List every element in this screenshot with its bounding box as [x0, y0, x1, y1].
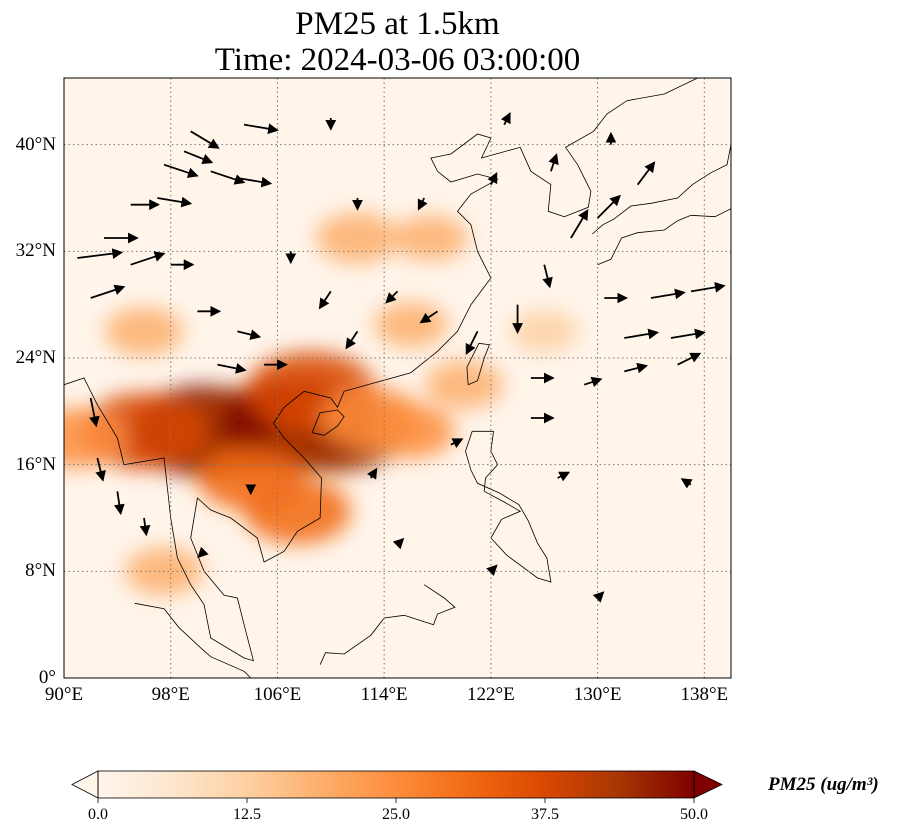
pm25-hotspot — [104, 307, 184, 356]
coastline — [311, 409, 345, 436]
wind-arrow — [500, 112, 511, 126]
longitude-label: 90°E — [44, 684, 84, 705]
coastline — [319, 584, 456, 665]
pm25-hotspot — [244, 478, 351, 545]
wind-arrow — [650, 288, 686, 300]
wind-arrow — [366, 467, 378, 480]
wind-arrow — [163, 163, 199, 178]
wind-arrow — [139, 517, 151, 537]
wind-arrow — [624, 362, 649, 374]
wind-arrow — [450, 438, 464, 449]
pm25-hotspot — [64, 408, 126, 468]
longitude-label: 98°E — [151, 684, 190, 705]
map-title-variable: PM25 at 1.5km — [295, 6, 500, 42]
colorbar-tick-label: 12.5 — [233, 806, 261, 823]
wind-arrow — [183, 150, 214, 165]
colorbar-tick-label: 50.0 — [680, 806, 708, 823]
wind-arrow — [670, 328, 706, 340]
gridlines — [64, 78, 731, 678]
pm25-hotspot — [393, 215, 468, 261]
wind-arrow — [542, 264, 553, 289]
coastline — [64, 78, 698, 662]
wind-arrow — [465, 330, 479, 355]
map-frame — [63, 77, 732, 679]
wind-arrow — [624, 328, 660, 340]
latitude-label: 32°N — [15, 240, 56, 262]
pm25-hotspot — [509, 310, 579, 353]
wind-arrow — [487, 172, 498, 186]
wind-arrow — [130, 251, 166, 266]
longitude-label: 106°E — [253, 684, 302, 705]
wind-arrow — [385, 290, 399, 304]
wind-arrow — [237, 329, 262, 340]
wind-arrow — [419, 310, 439, 324]
wind-arrow — [557, 471, 571, 482]
latitude-label: 24°N — [15, 347, 56, 368]
wind-arrow — [345, 330, 359, 350]
colorbar-tick-label: 37.5 — [531, 806, 559, 823]
longitude-label: 130°E — [573, 684, 622, 705]
wind-arrow — [486, 564, 498, 577]
coastlines — [64, 78, 731, 678]
wind-vectors — [77, 112, 726, 603]
wind-arrow — [596, 194, 621, 219]
wind-arrow — [583, 376, 603, 388]
coastline — [597, 78, 731, 266]
longitude-label: 114°E — [360, 684, 408, 705]
wind-arrow — [237, 176, 273, 188]
wind-arrow — [636, 161, 656, 186]
colorbar — [71, 770, 723, 803]
map-title-time: Time: 2024-03-06 03:00:00 — [214, 42, 581, 78]
latitude-label: 0° — [38, 667, 56, 688]
wind-arrow — [690, 281, 726, 293]
wind-arrow — [190, 130, 220, 149]
wind-arrow — [77, 248, 124, 259]
wind-arrow — [197, 546, 209, 559]
wind-arrow — [113, 491, 125, 516]
wind-arrow — [417, 197, 428, 211]
colorbar-unit-label: PM25 (ug/m³) — [768, 774, 879, 795]
wind-arrow — [677, 352, 702, 366]
pm25-hotspot — [424, 360, 504, 409]
wind-arrow — [210, 170, 246, 185]
longitude-label: 122°E — [467, 684, 515, 705]
latitude-label: 16°N — [15, 453, 56, 475]
coastline — [465, 430, 552, 583]
wind-arrow — [90, 284, 126, 299]
pm25-hotspot — [373, 301, 448, 348]
colorbar-tick-label: 0.0 — [88, 806, 108, 823]
wind-arrow — [570, 208, 589, 239]
wind-arrow — [89, 397, 100, 428]
wind-arrow — [548, 153, 559, 172]
wind-arrow — [157, 196, 193, 208]
wind-arrow — [318, 290, 332, 310]
pm25-hotspot — [366, 404, 455, 459]
wind-arrow — [243, 123, 279, 135]
wind-arrow — [95, 457, 106, 482]
wind-arrow — [217, 363, 247, 374]
pm25-field — [64, 212, 579, 596]
colorbar-min-extend — [71, 770, 99, 799]
colorbar-max-extend — [693, 770, 723, 799]
pm25-hotspot — [315, 212, 400, 264]
colorbar-gradient — [98, 771, 694, 798]
latitude-label: 8°N — [25, 560, 56, 582]
latitude-label: 40°N — [15, 133, 56, 155]
coastline — [466, 342, 491, 386]
coastline — [592, 144, 731, 235]
coastline — [134, 602, 252, 678]
longitude-label: 138°E — [680, 684, 729, 705]
wind-arrow — [680, 478, 693, 489]
wind-arrow — [592, 591, 605, 603]
colorbar-tick-label: 25.0 — [382, 806, 410, 823]
wind-arrow — [392, 537, 405, 550]
